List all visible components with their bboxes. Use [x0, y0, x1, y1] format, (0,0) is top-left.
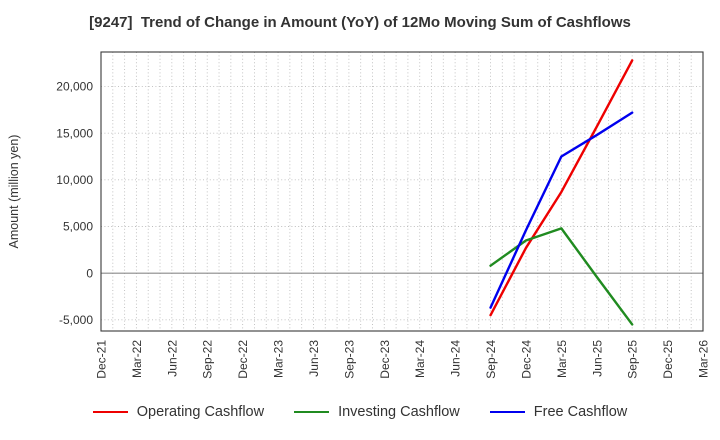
y-tick-label: 0 — [86, 266, 93, 280]
x-tick-label: Sep-22 — [201, 340, 215, 379]
y-tick-label: 15,000 — [56, 126, 93, 140]
legend-swatch-free — [489, 410, 525, 414]
x-tick-label: Sep-24 — [484, 340, 498, 379]
series-line-free — [489, 111, 634, 309]
legend-label-free: Free Cashflow — [533, 404, 628, 420]
x-tick-label: Sep-25 — [626, 340, 640, 379]
x-tick-label: Mar-26 — [697, 340, 711, 378]
legend-swatch-operating — [92, 410, 128, 414]
legend-label-investing: Investing Cashflow — [338, 404, 460, 420]
x-tick-label: Dec-21 — [95, 340, 109, 379]
x-tick-label: Jun-25 — [590, 340, 604, 377]
series-line-operating — [489, 59, 634, 317]
chart-title: [9247] Trend of Change in Amount (YoY) o… — [89, 14, 631, 31]
y-axis-labels: 20,000 15,000 10,000 5,000 0 -5,000 — [56, 80, 93, 327]
legend-label-operating: Operating Cashflow — [136, 404, 265, 420]
x-tick-label: Dec-22 — [236, 340, 250, 379]
chart-legend: Operating Cashflow Investing Cashflow Free… — [0, 401, 720, 423]
series-lines — [489, 59, 634, 326]
legend-item-free: Free Cashflow — [489, 404, 628, 420]
legend-item-operating: Operating Cashflow — [92, 404, 265, 420]
y-tick-label: -5,000 — [59, 313, 93, 327]
x-tick-label: Mar-22 — [130, 340, 144, 378]
y-tick-label: 5,000 — [63, 220, 93, 234]
x-tick-label: Dec-24 — [519, 340, 533, 379]
x-tick-label: Dec-25 — [661, 340, 675, 379]
y-tick-label: 10,000 — [56, 173, 93, 187]
x-tick-label: Jun-23 — [307, 340, 321, 377]
series-line-investing — [489, 227, 634, 326]
legend-item-investing: Investing Cashflow — [294, 404, 460, 420]
y-axis-title: Amount (million yen) — [7, 135, 21, 249]
x-axis-labels: Dec-21 Mar-22 Jun-22 Sep-22 Dec-22 Mar-23 Jun-… — [95, 340, 711, 379]
x-tick-label: Mar-24 — [413, 340, 427, 378]
legend-swatch-investing — [294, 410, 330, 414]
x-tick-label: Mar-23 — [272, 340, 286, 378]
plot-border — [100, 51, 704, 332]
grid-lines — [100, 52, 704, 331]
x-tick-label: Sep-23 — [342, 340, 356, 379]
x-tick-label: Jun-22 — [165, 340, 179, 377]
x-tick-label: Dec-23 — [378, 340, 392, 379]
y-tick-label: 20,000 — [56, 80, 93, 94]
x-tick-label: Jun-24 — [449, 340, 463, 377]
x-tick-label: Mar-25 — [555, 340, 569, 378]
